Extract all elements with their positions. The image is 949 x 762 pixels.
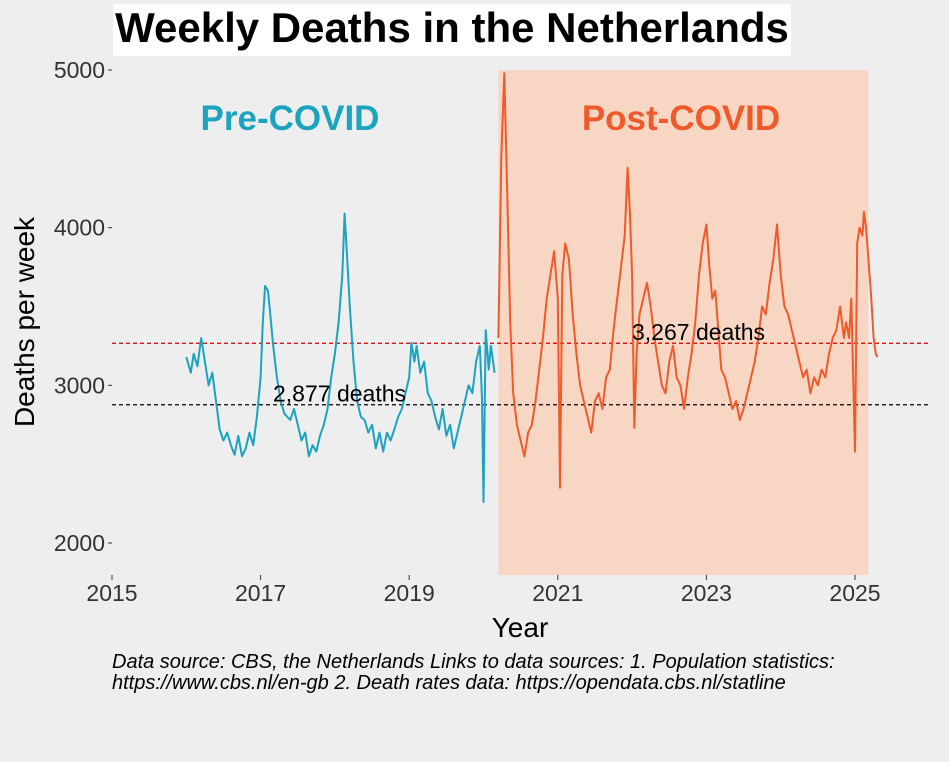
y-axis-title: Deaths per week: [9, 216, 40, 427]
x-tick-label: 2025: [829, 580, 880, 606]
y-tick-label: 3000: [54, 372, 105, 398]
series-line-post-covid: [497, 72, 879, 489]
reference-labels: 2,877 deaths 3,267 deaths: [273, 319, 765, 406]
reference-line-label: 3,267 deaths: [632, 319, 765, 345]
x-axis-title: Year: [492, 612, 549, 643]
x-tick-label: 2021: [532, 580, 583, 606]
post-covid-shaded-region: [498, 70, 869, 575]
reference-line-label: 2,877 deaths: [273, 381, 406, 407]
x-tick-label: 2023: [681, 580, 732, 606]
post-covid-label: Post-COVID: [582, 99, 780, 138]
series-line-pre-covid: [185, 212, 496, 503]
chart-title: Weekly Deaths in the Netherlands: [115, 4, 789, 51]
reference-lines: [112, 342, 929, 406]
caption-line-1: Data source: CBS, the Netherlands Links …: [112, 651, 835, 673]
series-lines: [185, 72, 879, 503]
x-tick-label: 2019: [384, 580, 435, 606]
pre-covid-label: Pre-COVID: [201, 99, 380, 138]
y-tick-label: 4000: [54, 215, 105, 241]
y-tick-label: 5000: [54, 57, 105, 83]
caption-line-2: https://www.cbs.nl/en-gb 2. Death rates …: [112, 672, 786, 694]
x-tick-label: 2017: [235, 580, 286, 606]
data-source-caption: Data source: CBS, the Netherlands Links …: [112, 652, 932, 694]
title-background: [113, 4, 791, 56]
x-tick-label: 2015: [86, 580, 137, 606]
axes: 2000 3000 4000 5000 2015 2017 2019 2021 2023 2025: [54, 57, 881, 606]
y-tick-label: 2000: [54, 530, 105, 556]
